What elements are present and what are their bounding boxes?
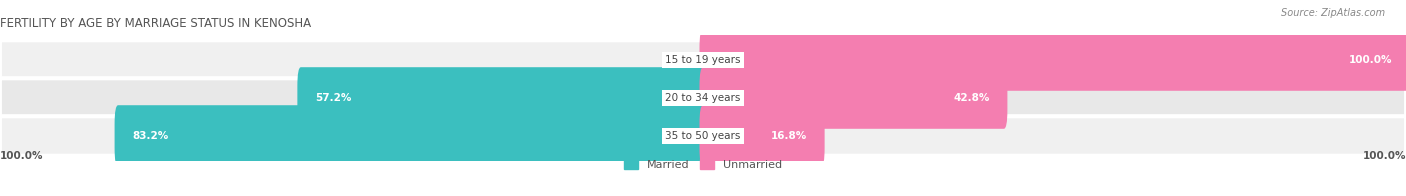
Text: 83.2%: 83.2% bbox=[132, 131, 169, 141]
FancyBboxPatch shape bbox=[700, 67, 1007, 129]
Text: 0.0%: 0.0% bbox=[664, 55, 693, 65]
Text: 20 to 34 years: 20 to 34 years bbox=[665, 93, 741, 103]
FancyBboxPatch shape bbox=[0, 116, 1406, 156]
Text: 35 to 50 years: 35 to 50 years bbox=[665, 131, 741, 141]
FancyBboxPatch shape bbox=[114, 105, 707, 167]
Text: 100.0%: 100.0% bbox=[1362, 151, 1406, 161]
FancyBboxPatch shape bbox=[700, 105, 824, 167]
Text: 100.0%: 100.0% bbox=[0, 151, 44, 161]
FancyBboxPatch shape bbox=[700, 29, 1406, 91]
FancyBboxPatch shape bbox=[0, 40, 1406, 80]
Text: 42.8%: 42.8% bbox=[953, 93, 990, 103]
Text: Source: ZipAtlas.com: Source: ZipAtlas.com bbox=[1281, 8, 1385, 18]
Legend: Married, Unmarried: Married, Unmarried bbox=[624, 159, 782, 170]
Text: 57.2%: 57.2% bbox=[315, 93, 352, 103]
FancyBboxPatch shape bbox=[0, 78, 1406, 118]
Text: 100.0%: 100.0% bbox=[1348, 55, 1392, 65]
FancyBboxPatch shape bbox=[298, 67, 707, 129]
Text: FERTILITY BY AGE BY MARRIAGE STATUS IN KENOSHA: FERTILITY BY AGE BY MARRIAGE STATUS IN K… bbox=[0, 17, 311, 30]
Text: 16.8%: 16.8% bbox=[770, 131, 807, 141]
Text: 15 to 19 years: 15 to 19 years bbox=[665, 55, 741, 65]
